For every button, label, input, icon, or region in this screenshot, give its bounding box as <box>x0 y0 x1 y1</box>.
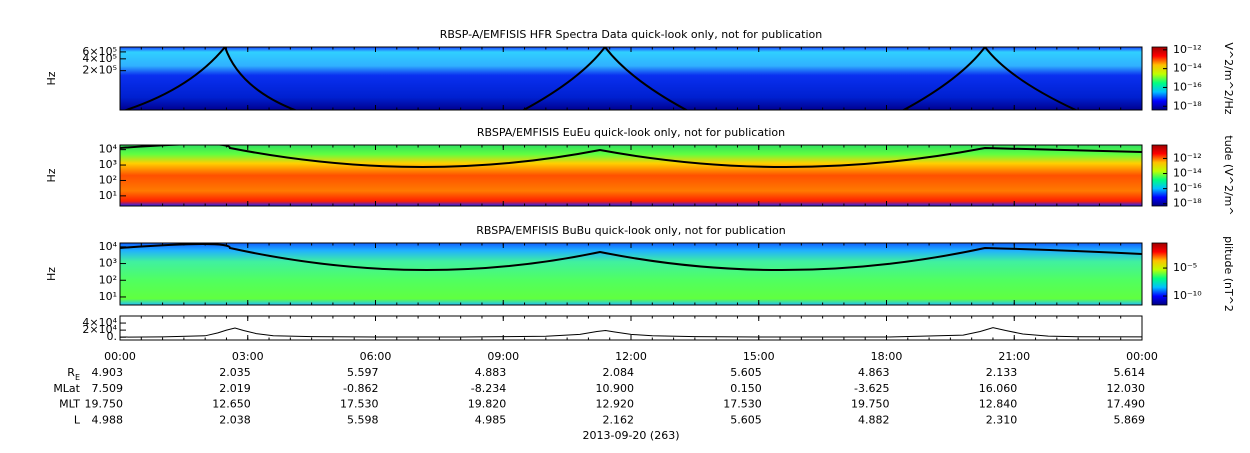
ephemeris-value: 2.133 <box>986 366 1018 379</box>
row-label: L <box>74 413 81 426</box>
y-axis-label: Hz <box>45 71 58 85</box>
x-tick-label: 21:00 <box>998 350 1030 363</box>
ephemeris-value: 4.882 <box>858 413 890 426</box>
cyclotron-curve <box>120 243 1142 272</box>
colorbar-tick-label: 10⁻¹² <box>1173 151 1202 164</box>
ephemeris-value: 5.614 <box>1114 366 1146 379</box>
y-axis-label: Hz <box>45 267 58 281</box>
panel-title: RBSP-A/EMFISIS HFR Spectra Data quick-lo… <box>440 28 823 41</box>
spectrogram-image <box>120 145 1142 206</box>
spectrogram-image <box>120 47 1142 110</box>
cyclotron-curve <box>120 145 1142 168</box>
y-tick-label: 6×10⁵ <box>82 45 117 58</box>
ephemeris-value: 5.597 <box>347 366 379 379</box>
x-tick-label: 15:00 <box>743 350 775 363</box>
x-tick-label: 18:00 <box>871 350 903 363</box>
colorbar <box>1151 242 1168 306</box>
panel-title: RBSPA/EMFISIS BuBu quick-look only, not … <box>476 224 786 237</box>
colorbar-tick-label: 10⁻¹⁴ <box>1173 167 1202 180</box>
y-tick-label: 10⁴ <box>99 143 118 156</box>
ephemeris-value: 2.084 <box>603 366 635 379</box>
ephemeris-value: 17.530 <box>723 398 762 411</box>
ephemeris-value: 4.903 <box>92 366 124 379</box>
ephemeris-value: 7.509 <box>92 382 124 395</box>
panel-title: RBSPA/EMFISIS EuEu quick-look only, not … <box>477 126 785 139</box>
ephemeris-value: 5.605 <box>730 366 762 379</box>
ephemeris-value: 16.060 <box>979 382 1018 395</box>
x-tick-label: 06:00 <box>360 350 392 363</box>
colorbar-tick-label: 10⁻¹⁸ <box>1173 197 1202 210</box>
y-tick-label: 2×10⁴ <box>82 323 117 336</box>
ephemeris-value: 12.030 <box>1107 382 1146 395</box>
colorbar-tick-label: 10⁻¹⁴ <box>1173 62 1202 75</box>
ephemeris-value: 19.750 <box>851 398 890 411</box>
row-label: MLat <box>53 382 80 395</box>
ephemeris-value: 17.490 <box>1107 398 1146 411</box>
colorbar-tick-label: 10⁻¹⁸ <box>1173 99 1202 112</box>
ephemeris-value: 5.869 <box>1114 413 1146 426</box>
y-tick-label: 10² <box>99 173 117 186</box>
y-tick-label: 10⁴ <box>99 240 118 253</box>
x-tick-label: 09:00 <box>487 350 519 363</box>
ephemeris-value: 4.883 <box>475 366 507 379</box>
ephemeris-value: 2.162 <box>603 413 635 426</box>
ephemeris-value: 19.750 <box>85 398 124 411</box>
y-tick-label: 10² <box>99 273 117 286</box>
ephemeris-value: 2.310 <box>986 413 1018 426</box>
x-tick-label: 00:00 <box>104 350 136 363</box>
y-tick-label: 0. <box>107 330 118 343</box>
ephemeris-value: 4.988 <box>92 413 124 426</box>
y-tick-label: 10¹ <box>99 290 117 303</box>
colorbar-tick-label: 10⁻⁵ <box>1173 261 1197 274</box>
colorbar-tick-label: 10⁻¹⁶ <box>1173 80 1202 93</box>
ephemeris-value: 5.598 <box>347 413 379 426</box>
colorbar-tick-label: 10⁻¹⁶ <box>1173 182 1202 195</box>
ephemeris-value: 12.650 <box>212 398 251 411</box>
ephemeris-value: 10.900 <box>596 382 635 395</box>
ephemeris-value: -0.862 <box>343 382 378 395</box>
ephemeris-value: 4.985 <box>475 413 507 426</box>
ephemeris-value: 12.920 <box>596 398 635 411</box>
ephemeris-value: 5.605 <box>730 413 762 426</box>
ephemeris-value: 2.035 <box>219 366 251 379</box>
colorbar-label: V^2/m^2/Hz <box>1222 42 1235 114</box>
y-tick-label: 2×10⁵ <box>82 64 117 77</box>
x-tick-label: 12:00 <box>615 350 647 363</box>
x-tick-label: 03:00 <box>232 350 264 363</box>
ephemeris-value: 12.840 <box>979 398 1018 411</box>
colorbar-tick-label: 10⁻¹⁰ <box>1173 289 1202 302</box>
y-axis-label: Hz <box>45 168 58 182</box>
ephemeris-value: 17.530 <box>340 398 379 411</box>
ephemeris-value: -3.625 <box>854 382 889 395</box>
y-tick-label: 10³ <box>99 158 117 171</box>
row-label: MLT <box>59 398 80 411</box>
ephemeris-value: -8.234 <box>471 382 506 395</box>
ephemeris-value: 19.820 <box>468 398 507 411</box>
ephemeris-value: 0.150 <box>730 382 762 395</box>
colorbar <box>1151 46 1168 111</box>
spectrogram-image <box>120 243 1142 305</box>
row-label: RE <box>67 366 80 382</box>
x-tick-label: 00:00 <box>1126 350 1158 363</box>
y-tick-label: 10¹ <box>99 189 117 202</box>
colorbar-label: tude (V^2/m^ <box>1222 135 1235 215</box>
ephemeris-value: 2.019 <box>219 382 251 395</box>
colorbar <box>1151 144 1168 207</box>
colorbar-tick-label: 10⁻¹² <box>1173 43 1202 56</box>
x-axis-label: 2013-09-20 (263) <box>582 429 679 442</box>
density-line <box>119 327 1143 338</box>
y-tick-label: 4×10⁵ <box>82 52 117 65</box>
ephemeris-value: 2.038 <box>219 413 251 426</box>
ephemeris-value: 4.863 <box>858 366 890 379</box>
y-tick-label: 4×10⁴ <box>82 316 117 329</box>
colorbar-label: plitude (nT^2 <box>1222 236 1235 312</box>
y-tick-label: 10³ <box>99 257 117 270</box>
